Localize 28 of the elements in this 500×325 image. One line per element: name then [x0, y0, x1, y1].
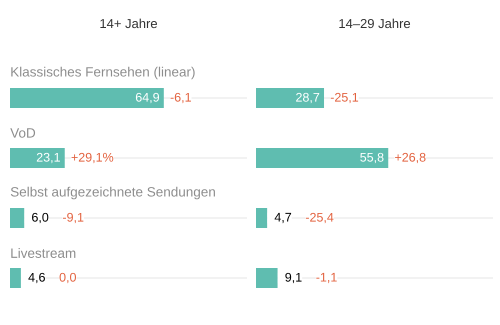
data-label: 6,0: [32, 212, 48, 224]
bar: [256, 148, 388, 168]
data-label: 9,1: [285, 272, 302, 284]
data-label: 55,8: [360, 152, 384, 164]
annotation: -25,4: [306, 212, 334, 224]
y-tick-label: VoD: [10, 128, 36, 138]
annotation: -6,1: [170, 92, 191, 104]
data-label: 4,6: [28, 272, 45, 284]
y-tick-label: Klassisches Fernsehen (linear): [11, 66, 195, 80]
data-label: 23,1: [36, 152, 60, 164]
y-tick-label: Selbst aufgezeichnete Sendungen: [10, 186, 215, 200]
annotation: -1,1: [316, 272, 337, 284]
bar: [10, 88, 164, 108]
chart-title: 14–29 Jahre: [339, 18, 410, 28]
data-label: 28,7: [296, 92, 320, 104]
bar: [10, 268, 21, 288]
bar: [256, 88, 324, 108]
data-label: 64,9: [136, 92, 160, 104]
annotation: +29,1%: [72, 152, 114, 164]
chart-title: 14+ Jahre: [100, 18, 157, 28]
annotation: -9,1: [62, 212, 84, 224]
data-label: 4,7: [274, 212, 292, 224]
annotation: 0,0: [60, 272, 76, 284]
y-tick-label: Livestream: [11, 248, 76, 258]
bar: [10, 148, 65, 168]
annotation: -25,1: [330, 92, 358, 104]
bar: [256, 268, 278, 288]
annotation: +26,8: [395, 152, 426, 164]
